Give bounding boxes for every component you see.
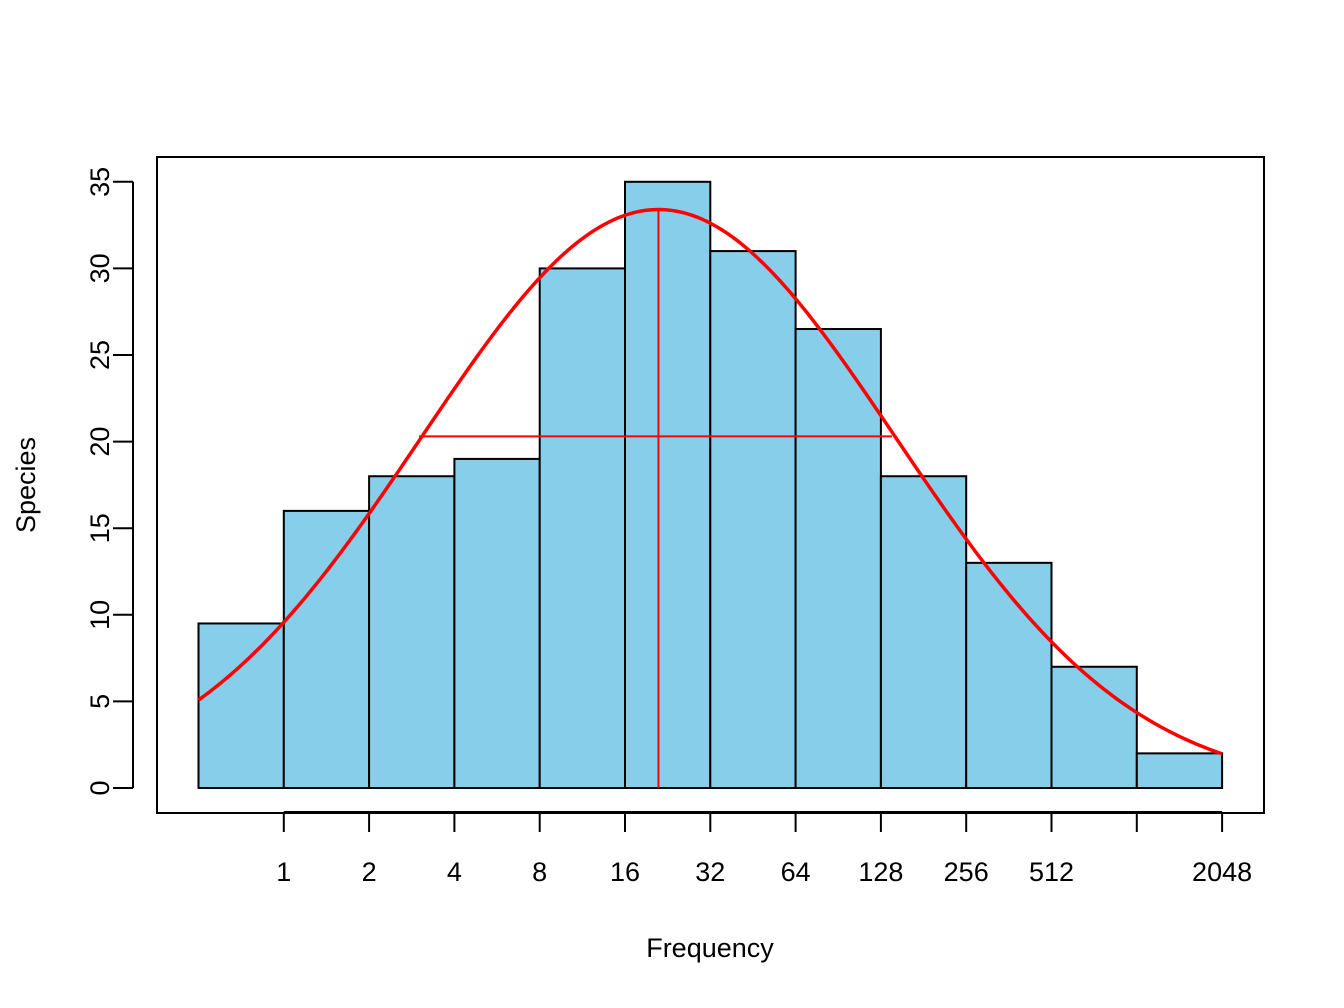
y-tick-label: 25 [85,340,115,370]
histogram-bar [879,475,968,789]
x-tick-label: 32 [695,857,725,887]
histogram-bar [794,328,882,789]
y-tick-label: 15 [85,513,115,543]
x-tick-label: 16 [610,857,640,887]
y-tick-label: 30 [85,253,115,283]
x-tick-label: 4 [447,857,462,887]
x-axis: 1 2 4 8 16 32 64 128 256 512 2048 [276,811,1252,887]
histogram-bar [1135,752,1224,789]
x-tick-label: 256 [944,857,989,887]
y-tick-label: 10 [85,600,115,630]
x-tick-label: 8 [532,857,547,887]
fit-curve-group [197,207,1223,788]
x-tick-label: 1 [276,857,291,887]
x-tick-label: 2 [362,857,377,887]
histogram-bar [709,250,797,789]
fit-curve-line [197,207,1223,756]
y-tick-label: 0 [85,780,115,795]
x-axis-title: Frequency [646,933,774,963]
x-tick-label: 64 [781,857,811,887]
y-axis-title: Species [11,437,41,533]
histogram-bar [453,457,541,789]
y-tick-label: 20 [85,427,115,457]
histogram-bar [282,509,371,789]
x-tick-label: 2048 [1192,857,1252,887]
bars-group [197,180,1224,790]
histogram-bar [538,267,627,789]
histogram-bar [624,180,712,790]
histogram-bar [368,475,456,789]
y-tick-label: 35 [85,167,115,197]
x-tick-label: 128 [858,857,903,887]
x-tick-label: 512 [1029,857,1074,887]
histogram-bar [197,622,285,790]
histogram-bar [965,561,1053,790]
y-axis: 0 5 10 15 20 25 30 35 [85,167,134,796]
y-tick-label: 5 [85,694,115,709]
histogram-bar [1050,665,1138,790]
